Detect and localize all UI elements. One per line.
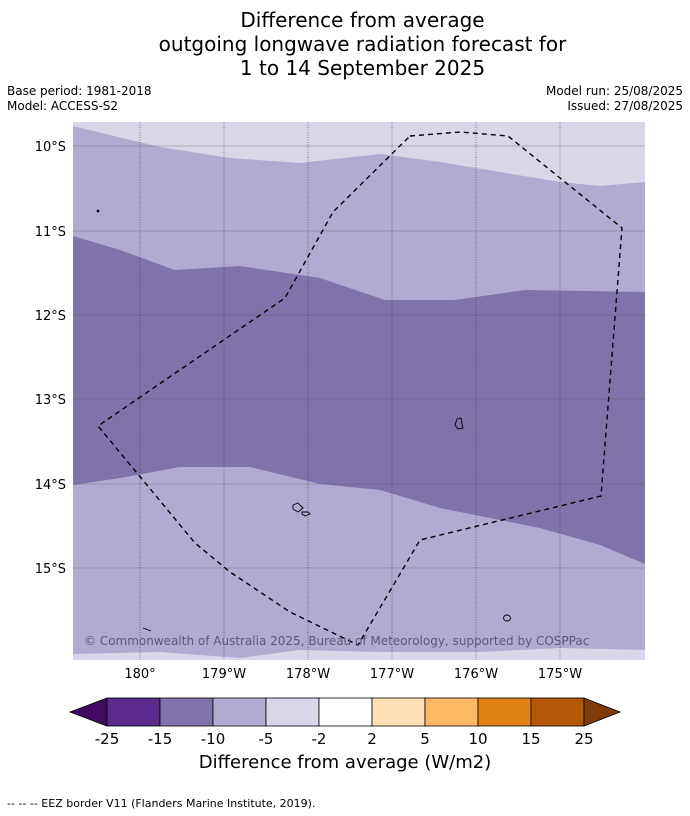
lat-label: 11°S	[35, 225, 66, 240]
colorbar-segment	[477, 697, 532, 727]
colorbar-segment	[424, 697, 479, 727]
colorbar: -25 -15 -10 -5 -2 2 5 10 15 25	[68, 697, 622, 748]
colorbar-segment	[106, 697, 161, 727]
eez-legend-text: -- -- -- EEZ border V11 (Flanders Marine…	[7, 797, 316, 810]
island-southwest	[142, 627, 152, 632]
title-line-2: outgoing longwave radiation forecast for	[158, 32, 567, 56]
colorbar-segment	[371, 697, 426, 727]
title-line-1: Difference from average	[240, 8, 485, 32]
chart-title: Difference from average outgoing longwav…	[0, 8, 690, 80]
colorbar-tick-label: 10	[468, 730, 487, 748]
model-run-text: Model run: 25/08/2025	[545, 84, 683, 98]
colorbar-segment	[212, 697, 267, 727]
map-figure: © Commonwealth of Australia 2025, Bureau…	[35, 122, 645, 748]
map-plot-area: © Commonwealth of Australia 2025, Bureau…	[73, 122, 645, 660]
meta-right: Model run: 25/08/2025 Issued: 27/08/2025	[546, 84, 683, 114]
longitude-labels: 180° 179°W 178°W 177°W 176°W 175°W	[124, 667, 582, 682]
eez-border	[96, 131, 623, 646]
longitude-gridlines	[139, 122, 561, 660]
issued-text: Issued: 27/08/2025	[567, 99, 683, 113]
island-northwest	[96, 209, 100, 213]
colorbar-tick-label: 2	[367, 730, 377, 748]
lat-label: 13°S	[35, 393, 66, 408]
colorbar-segment	[159, 697, 214, 727]
lon-label: 180°	[124, 667, 155, 682]
colorbar-segment	[265, 697, 320, 727]
colorbar-tick-label: 25	[574, 730, 593, 748]
lon-label: 176°W	[454, 667, 498, 682]
lon-label: 175°W	[538, 667, 582, 682]
lat-label: 14°S	[35, 478, 66, 493]
model-text: Model: ACCESS-S2	[7, 99, 119, 113]
latitude-labels: 10°S 11°S 12°S 13°S 14°S 15°S	[35, 140, 66, 577]
colorbar-label: Difference from average (W/m2)	[198, 752, 492, 773]
colorbar-tick-label: 15	[521, 730, 540, 748]
colorbar-extend-high	[583, 697, 622, 727]
latitude-gridlines	[73, 145, 645, 569]
colorbar-segment	[318, 697, 373, 727]
colorbar-tick-label: -10	[201, 730, 226, 748]
colorbar-tick-label: -5	[259, 730, 274, 748]
lat-label: 10°S	[35, 140, 66, 155]
colorbar-segment	[530, 697, 585, 727]
colorbar-tick-label: -25	[95, 730, 120, 748]
island-south-2	[301, 511, 311, 517]
colorbar-extend-low	[68, 697, 108, 727]
colorbar-tick-label: -2	[312, 730, 327, 748]
base-period-text: Base period: 1981-2018	[7, 84, 152, 98]
colorbar-tick-label: -15	[148, 730, 173, 748]
lon-label: 179°W	[202, 667, 246, 682]
colorbar-tick-label: 5	[420, 730, 430, 748]
islands	[96, 209, 511, 632]
island-east	[454, 417, 464, 430]
copyright-text: © Commonwealth of Australia 2025, Bureau…	[84, 634, 589, 648]
lon-label: 178°W	[286, 667, 330, 682]
meta-left: Base period: 1981-2018 Model: ACCESS-S2	[7, 84, 152, 114]
island-south-1	[292, 502, 304, 513]
lat-label: 12°S	[35, 309, 66, 324]
island-southeast	[503, 614, 511, 622]
band-minus15-minus10	[73, 236, 645, 564]
title-line-3: 1 to 14 September 2025	[239, 56, 486, 80]
lon-label: 177°W	[370, 667, 414, 682]
lat-label: 15°S	[35, 562, 66, 577]
